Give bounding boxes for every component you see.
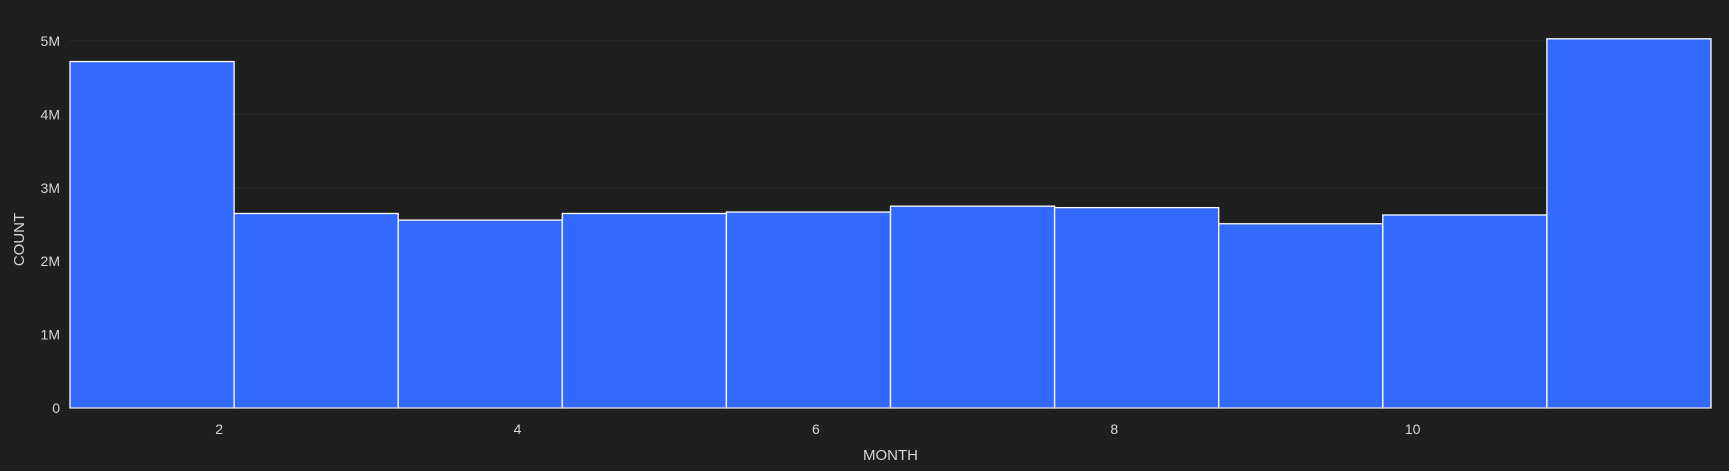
x-tick-label: 6	[812, 421, 820, 437]
x-tick-label: 4	[514, 421, 522, 437]
y-tick-label: 5M	[41, 33, 60, 49]
histogram-bar-3	[397, 219, 563, 409]
y-tick-label: 0	[52, 400, 60, 416]
histogram-bar-10	[1546, 38, 1712, 409]
x-tick-label: 8	[1110, 421, 1118, 437]
histogram-bar-6	[889, 205, 1056, 409]
x-tick-label: 10	[1405, 421, 1421, 437]
histogram-bar-4	[561, 212, 728, 409]
y-axis-title: COUNT	[11, 213, 28, 266]
axes: 0 1M 2M 3M 4M 5M 2 4 6 8 10	[41, 33, 1711, 437]
histogram-bar-7	[1053, 206, 1220, 409]
histogram-bar-8	[1218, 223, 1384, 409]
bars	[69, 38, 1712, 409]
y-tick-label: 3M	[41, 180, 60, 196]
histogram-bar-1	[69, 60, 235, 409]
y-tick-label: 2M	[41, 253, 60, 269]
x-axis-title: MONTH	[863, 447, 918, 464]
y-tick-label: 4M	[41, 106, 60, 122]
histogram-bar-2	[233, 212, 399, 409]
x-tick-label: 2	[215, 421, 223, 437]
histogram-bar-5	[725, 211, 892, 409]
histogram-bar-9	[1382, 214, 1548, 409]
y-tick-label: 1M	[41, 327, 60, 343]
